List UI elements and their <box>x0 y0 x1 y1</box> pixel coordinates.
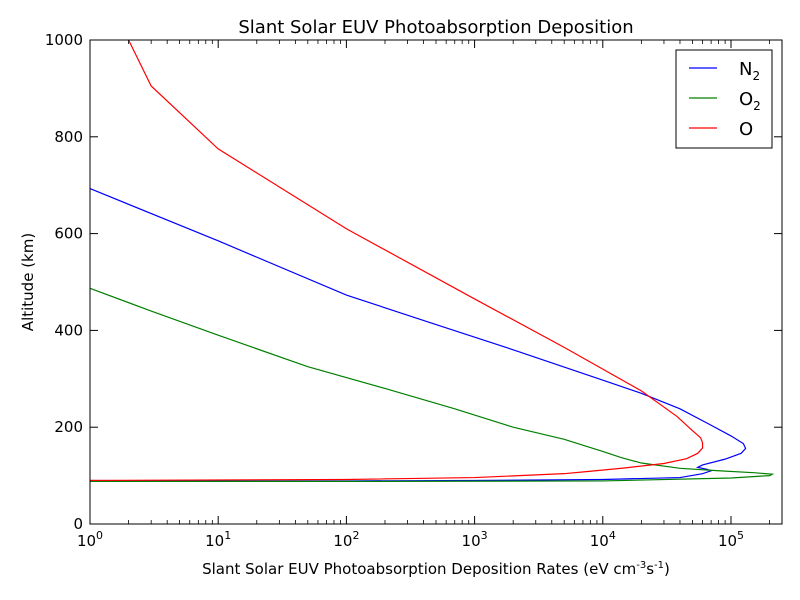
series-line-0 <box>89 188 747 482</box>
legend-label-name: O <box>739 89 753 110</box>
legend-label-name: N <box>739 59 752 80</box>
y-axis-ticks: 0 200 400 600 800 1000 <box>45 31 782 533</box>
x-tick-label-exp: 5 <box>737 529 744 542</box>
legend-box <box>675 49 773 149</box>
x-axis-ticks: 100 101 102 103 104 105 <box>77 40 770 550</box>
y-axis-label: Altitude (km) <box>19 233 37 331</box>
x-tick-label-exp: 4 <box>609 529 616 542</box>
x-axis-label: Slant Solar EUV Photoabsorption Depositi… <box>202 560 670 578</box>
x-tick-label-base: 10 <box>590 532 609 550</box>
x-tick-label-0: 100 <box>77 529 103 550</box>
x-tick-label-4: 104 <box>590 529 616 550</box>
y-tick-label-2: 400 <box>54 321 83 339</box>
x-axis-label-end: ) <box>664 560 670 578</box>
y-tick-label-4: 800 <box>54 128 83 146</box>
legend-label-0: N2 <box>739 59 760 83</box>
x-tick-label-base: 10 <box>77 532 96 550</box>
legend-label-2: O <box>739 119 753 140</box>
x-axis-label-sup-2: -1 <box>654 560 664 571</box>
x-tick-label-5: 105 <box>718 529 744 550</box>
series-line-2 <box>89 39 704 482</box>
legend-label-1: O2 <box>739 89 761 113</box>
x-tick-label-exp: 3 <box>481 529 488 542</box>
y-tick-label-0: 0 <box>73 515 83 533</box>
x-axis-label-sup-1: -3 <box>636 560 646 571</box>
y-tick-label-5: 1000 <box>45 31 83 49</box>
series-line-1 <box>89 287 775 483</box>
x-tick-label-base: 10 <box>462 532 481 550</box>
x-tick-label-base: 10 <box>718 532 737 550</box>
chart-title: Slant Solar EUV Photoabsorption Depositi… <box>238 17 633 38</box>
x-tick-label-exp: 0 <box>96 529 103 542</box>
x-axis-label-mid: s <box>646 560 654 578</box>
x-tick-label-1: 101 <box>205 529 231 550</box>
x-axis-label-main: Slant Solar EUV Photoabsorption Depositi… <box>202 560 636 578</box>
legend-label-name: O <box>739 119 753 140</box>
x-tick-label-exp: 1 <box>224 529 231 542</box>
legend-label-subscript: 2 <box>752 69 760 83</box>
y-tick-label-1: 200 <box>54 418 83 436</box>
x-tick-label-base: 10 <box>333 532 352 550</box>
y-tick-label-3: 600 <box>54 225 83 243</box>
x-tick-label-exp: 2 <box>352 529 359 542</box>
x-tick-label-3: 103 <box>462 529 488 550</box>
legend-label-subscript: 2 <box>753 99 761 113</box>
plot-lines <box>89 39 775 483</box>
x-tick-label-2: 102 <box>333 529 359 550</box>
x-tick-label-base: 10 <box>205 532 224 550</box>
